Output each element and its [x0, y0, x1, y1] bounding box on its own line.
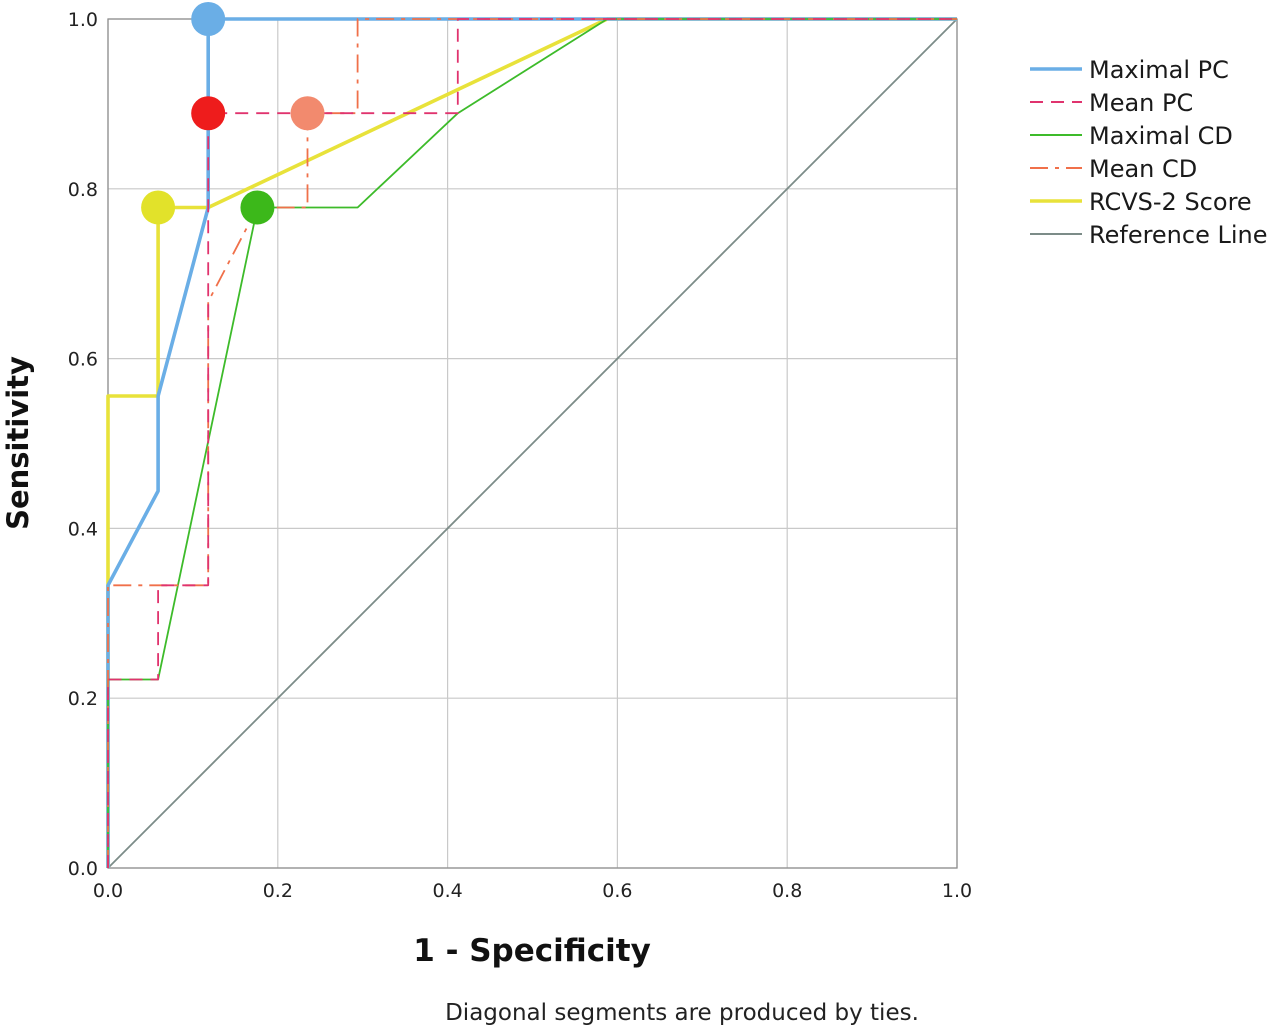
legend-label: Maximal PC — [1089, 56, 1229, 84]
cutoff-marker — [191, 2, 226, 36]
legend-label: Mean PC — [1089, 89, 1193, 117]
legend-label: Mean CD — [1089, 155, 1197, 183]
x-axis-title: 1 - Specificity — [413, 933, 651, 969]
axis-tick-labels: 0.0 0.2 0.4 0.6 0.8 1.0 0.0 0.2 0.4 0.6 0.8 1.0 — [68, 9, 972, 902]
y-tick-label: 0.4 — [68, 518, 98, 540]
series-line-mean-cd — [107, 18, 957, 868]
series-line-reference-line — [107, 18, 958, 869]
x-tick-label: 1.0 — [942, 880, 972, 902]
y-tick-label: 0.2 — [68, 688, 98, 710]
roc-curves — [106, 17, 958, 869]
y-tick-label: 0.6 — [68, 349, 98, 371]
cutoff-marker — [290, 96, 325, 131]
cutoff-marker — [240, 190, 275, 225]
series-line-mean-pc — [107, 18, 957, 868]
legend-label: Maximal CD — [1089, 122, 1233, 150]
y-tick-label: 0.8 — [68, 179, 98, 201]
x-tick-label: 0.8 — [772, 880, 802, 902]
x-tick-label: 0.4 — [432, 880, 462, 902]
y-tick-label: 0.0 — [68, 858, 98, 880]
legend: Maximal PC Mean PC Maximal CD Mean CD RCVS-2… — [1030, 56, 1268, 249]
cutoff-marker — [141, 190, 176, 225]
cutoff-markers — [141, 2, 325, 225]
footnote: Diagonal segments are produced by ties. — [445, 1000, 919, 1026]
y-tick-label: 1.0 — [68, 9, 98, 31]
x-tick-label: 0.2 — [263, 880, 293, 902]
x-tick-label: 0.6 — [602, 880, 632, 902]
legend-label: RCVS-2 Score — [1089, 188, 1252, 216]
legend-label: Reference Line — [1089, 221, 1268, 249]
cutoff-marker — [191, 96, 226, 131]
x-tick-label: 0.0 — [93, 880, 123, 902]
y-axis-title: Sensitivity — [1, 356, 35, 530]
